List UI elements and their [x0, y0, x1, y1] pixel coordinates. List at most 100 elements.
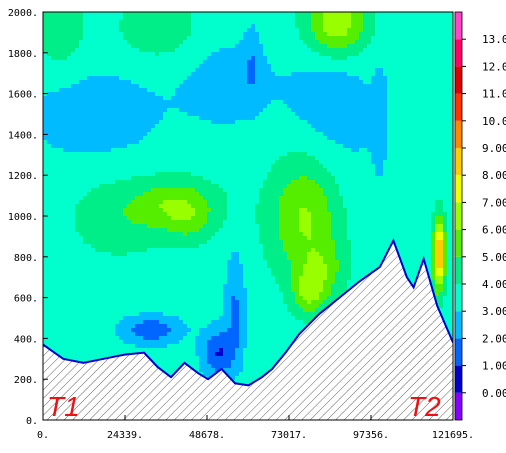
contour-cell	[419, 68, 424, 73]
contour-cell	[351, 136, 356, 141]
contour-cell	[147, 204, 152, 209]
contour-cell	[91, 108, 96, 113]
contour-cell	[119, 68, 124, 73]
contour-cell	[443, 100, 448, 105]
contour-cell	[51, 188, 56, 193]
contour-cell	[55, 200, 60, 205]
contour-cell	[115, 156, 120, 161]
contour-cell	[315, 20, 320, 25]
contour-cell	[219, 32, 224, 37]
contour-cell	[51, 36, 56, 41]
contour-cell	[363, 180, 368, 185]
contour-cell	[143, 188, 148, 193]
contour-cell	[359, 76, 364, 81]
contour-cell	[63, 16, 68, 21]
contour-cell	[391, 132, 396, 137]
contour-cell	[127, 172, 132, 177]
contour-cell	[95, 136, 100, 141]
contour-cell	[411, 192, 416, 197]
contour-cell	[287, 128, 292, 133]
contour-cell	[403, 108, 408, 113]
contour-cell	[135, 196, 140, 201]
contour-cell	[291, 156, 296, 161]
contour-cell	[291, 164, 296, 169]
contour-cell	[223, 160, 228, 165]
contour-cell	[55, 88, 60, 93]
contour-cell	[323, 168, 328, 173]
contour-cell	[327, 44, 332, 49]
contour-cell	[259, 88, 264, 93]
contour-cell	[239, 108, 244, 113]
contour-cell	[415, 148, 420, 153]
contour-cell	[147, 60, 152, 65]
contour-cell	[203, 108, 208, 113]
contour-cell	[347, 156, 352, 161]
contour-cell	[127, 40, 132, 45]
contour-cell	[139, 72, 144, 77]
contour-cell	[75, 136, 80, 141]
contour-cell	[407, 32, 412, 37]
contour-cell	[215, 140, 220, 145]
contour-cell	[175, 136, 180, 141]
contour-cell	[399, 44, 404, 49]
contour-cell	[263, 152, 268, 157]
contour-cell	[99, 196, 104, 201]
contour-cell	[63, 36, 68, 41]
contour-cell	[155, 144, 160, 149]
contour-cell	[59, 124, 64, 129]
contour-cell	[355, 148, 360, 153]
contour-cell	[147, 44, 152, 49]
contour-cell	[147, 132, 152, 137]
contour-cell	[439, 64, 444, 69]
contour-cell	[51, 164, 56, 169]
contour-cell	[203, 52, 208, 57]
contour-cell	[171, 136, 176, 141]
contour-cell	[295, 24, 300, 29]
contour-cell	[183, 76, 188, 81]
contour-cell	[79, 44, 84, 49]
contour-cell	[419, 96, 424, 101]
contour-cell	[47, 112, 52, 117]
contour-cell	[71, 164, 76, 169]
contour-cell	[43, 112, 48, 117]
contour-cell	[439, 148, 444, 153]
contour-cell	[187, 124, 192, 129]
contour-cell	[339, 96, 344, 101]
contour-cell	[59, 52, 64, 57]
contour-cell	[303, 172, 308, 177]
contour-cell	[111, 84, 116, 89]
contour-cell	[323, 200, 328, 205]
contour-cell	[147, 52, 152, 57]
contour-cell	[367, 156, 372, 161]
contour-cell	[451, 164, 453, 169]
contour-cell	[175, 84, 180, 89]
contour-cell	[83, 64, 88, 69]
contour-cell	[315, 116, 320, 121]
contour-cell	[343, 60, 348, 65]
contour-cell	[219, 180, 224, 185]
contour-cell	[427, 36, 432, 41]
contour-cell	[431, 68, 436, 73]
contour-cell	[127, 56, 132, 61]
contour-cell	[307, 56, 312, 61]
contour-cell	[427, 144, 432, 149]
contour-cell	[399, 12, 404, 17]
contour-cell	[339, 64, 344, 69]
contour-cell	[295, 156, 300, 161]
contour-cell	[187, 180, 192, 185]
contour-cell	[287, 120, 292, 125]
contour-cell	[195, 112, 200, 117]
contour-cell	[367, 108, 372, 113]
contour-cell	[99, 24, 104, 29]
contour-cell	[351, 112, 356, 117]
contour-cell	[335, 96, 340, 101]
contour-cell	[95, 196, 100, 201]
contour-cell	[331, 88, 336, 93]
contour-cell	[171, 16, 176, 21]
contour-cell	[339, 92, 344, 97]
contour-cell	[451, 108, 453, 113]
contour-cell	[199, 84, 204, 89]
contour-cell	[259, 52, 264, 57]
contour-cell	[231, 36, 236, 41]
contour-cell	[75, 180, 80, 185]
